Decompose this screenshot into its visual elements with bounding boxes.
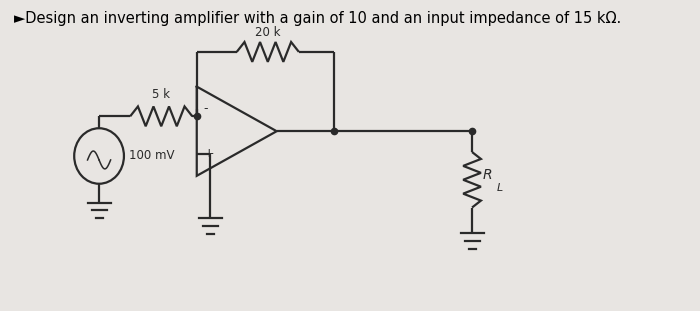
Text: R: R xyxy=(483,168,492,182)
Text: 100 mV: 100 mV xyxy=(130,150,175,162)
Text: L: L xyxy=(497,183,503,193)
Text: -: - xyxy=(204,102,209,115)
Text: +: + xyxy=(204,147,214,160)
Text: 5 k: 5 k xyxy=(152,89,170,101)
Text: ►Design an inverting amplifier with a gain of 10 and an input impedance of 15 kΩ: ►Design an inverting amplifier with a ga… xyxy=(14,11,621,26)
Text: 20 k: 20 k xyxy=(255,26,281,39)
